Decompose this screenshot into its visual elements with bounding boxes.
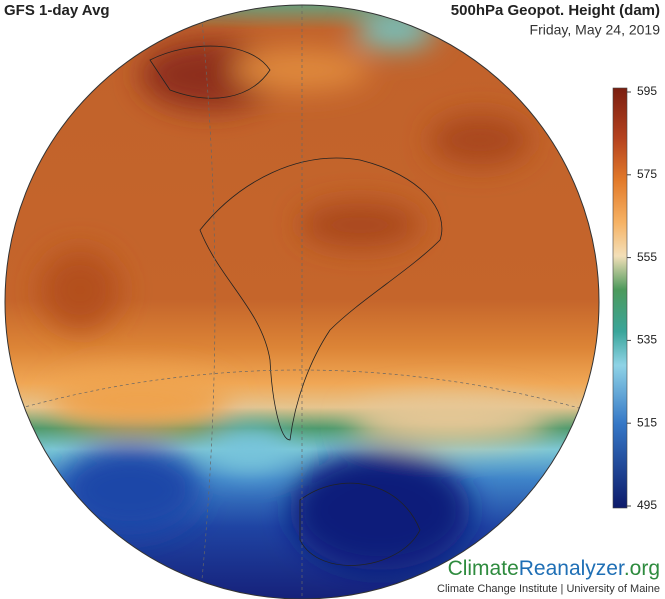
logo-part: Reanalyzer: [519, 557, 625, 580]
colorbar-tick-label: 595: [637, 84, 657, 98]
colorbar-tick-label: 535: [637, 333, 657, 347]
colorbar-tick-label: 555: [637, 250, 657, 264]
variable: 500hPa Geopot. Height (dam): [451, 2, 660, 19]
logo: ClimateReanalyzer.org: [448, 557, 660, 580]
title: GFS 1-day Avg: [4, 2, 110, 19]
logo-part: .org: [624, 557, 660, 580]
colorbar-scale: [612, 87, 628, 509]
colorbar-tick-label: 515: [637, 415, 657, 429]
logo-part: Climate: [448, 557, 519, 580]
colorbar: 595 575 555 535 515 495: [612, 84, 657, 512]
colorbar-tick-label: 575: [637, 167, 657, 181]
date: Friday, May 24, 2019: [530, 22, 661, 38]
logo-subtitle: Climate Change Institute | University of…: [437, 583, 660, 595]
colorbar-tick-label: 495: [637, 498, 657, 512]
